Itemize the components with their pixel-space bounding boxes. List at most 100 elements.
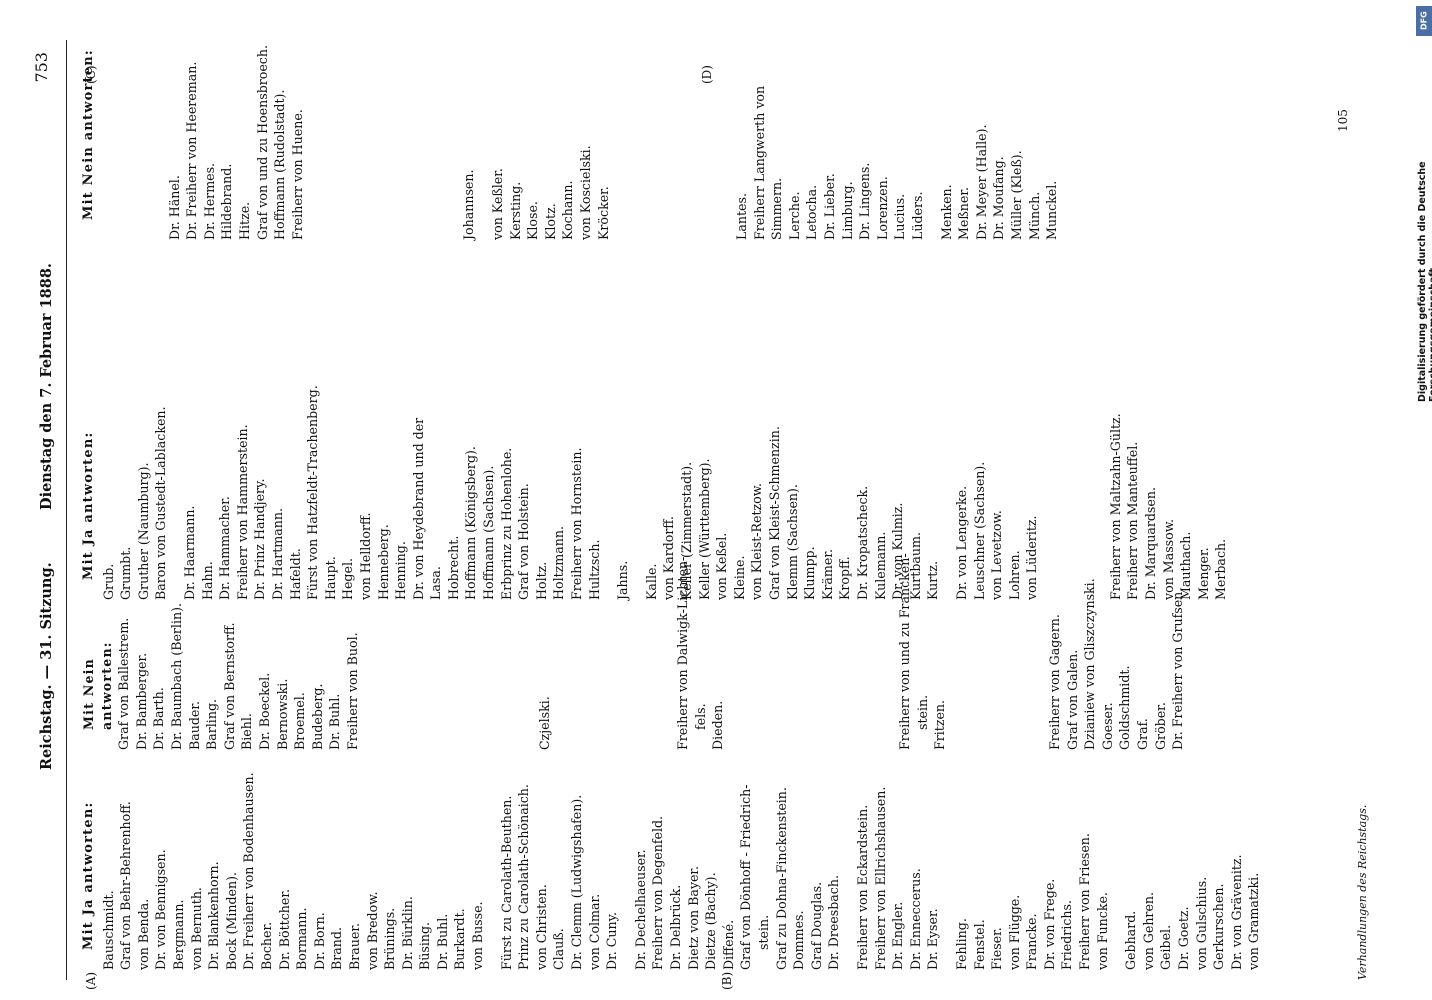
list-item: von Massow.: [1160, 518, 1176, 600]
list-item: Lantes.: [734, 193, 750, 240]
list-gap: [372, 20, 383, 240]
list-gap: [317, 20, 328, 240]
column-3-heading: Mit Nein antworten:: [81, 49, 96, 220]
list-item: Bergmann.: [170, 899, 186, 970]
list-item: Klumpp.: [802, 546, 818, 600]
list-item: von Bredow.: [364, 891, 380, 970]
list-item: Dr. Bürklin.: [399, 896, 415, 970]
list-item: Dommes.: [791, 910, 807, 970]
list-gap: [328, 20, 339, 240]
list-item: Geibel.: [1158, 924, 1174, 970]
header-center: Dienstag den 7. Februar 1888.: [38, 263, 55, 510]
list-item: von Lüderitz.: [1024, 515, 1040, 600]
list-item: Brand.: [329, 927, 345, 970]
list-item: von Levetzow.: [989, 510, 1005, 600]
list-gap: [711, 20, 722, 240]
list-item: Kersting.: [507, 181, 523, 240]
list-item: Fürst zu Carolath-Beuthen.: [498, 795, 514, 970]
list-item: Dr. Hartmann.: [269, 508, 285, 600]
list-item: Münch.: [1026, 191, 1042, 240]
list-item: von Keßel.: [714, 532, 730, 600]
list-item: Dr. Eyser.: [925, 908, 941, 970]
list-item: Kröcker.: [595, 186, 611, 240]
list-item: von Koscielski.: [577, 145, 593, 240]
list-item: von Gehren.: [1140, 891, 1156, 970]
list-gap: [689, 20, 700, 240]
list-item: Dr. Enneccerus.: [907, 868, 923, 970]
list-item: Graf Douglas.: [808, 881, 824, 970]
list-gap: [656, 20, 667, 240]
list-item: Hegel.: [340, 558, 356, 600]
list-item: von Gulschius.: [1193, 876, 1209, 970]
page-header: Reichstag. — 31. Sitzung. Dienstag den 7…: [26, 40, 67, 980]
list-item: Kleine.: [731, 555, 747, 600]
list-item: von Kardorff.: [661, 516, 677, 600]
list-item: Dr. Marquardsen.: [1143, 487, 1159, 600]
list-item: Hafeldt.: [287, 548, 303, 600]
list-item: Büsing.: [417, 921, 433, 970]
list-item: Burkardt.: [452, 908, 468, 970]
dfg-credit: Digitalisierung gefördert durch die Deut…: [1417, 161, 1432, 402]
list-item: Kurtbaum.: [907, 532, 923, 600]
list-item: Friedrichs.: [1059, 900, 1075, 970]
list-item: Freiherr von Eckardstein.: [854, 804, 870, 970]
list-gap: [632, 350, 643, 600]
list-gap: [1085, 350, 1096, 600]
list-item: von Keßler.: [489, 168, 505, 240]
footer-left: Verhandlungen des Reichstags.: [1356, 804, 1369, 980]
list-gap: [621, 720, 632, 970]
list-item: Erbprinz zu Hohenlohe.: [498, 447, 514, 600]
list-item: Kurtz.: [925, 561, 941, 600]
list-gap: [394, 20, 405, 240]
list-item: Dr. Kropatscheck.: [854, 485, 870, 600]
list-gap: [667, 20, 678, 240]
list-gap: [634, 20, 645, 240]
list-gap: [843, 720, 854, 970]
list-item: Jahns.: [615, 560, 631, 600]
list-item: Kulemann.: [872, 531, 888, 600]
list-item: Dr. Hermes.: [201, 162, 217, 240]
list-item: Dietz von Bayer.: [685, 865, 701, 970]
list-item: Lerche.: [786, 191, 802, 240]
list-item: stein.: [755, 914, 771, 950]
list-item: Hobrecht.: [445, 535, 461, 600]
list-item: Freiherr von Hornstein.: [569, 447, 585, 600]
list-gap: [942, 720, 953, 970]
list-gap: [612, 20, 623, 240]
list-item: Dr. Born.: [311, 912, 327, 970]
list-item: Dr. von Grävenitz.: [1228, 854, 1244, 970]
dfg-logo: DFG: [1416, 6, 1432, 36]
rotated-page: Reichstag. — 31. Sitzung. Dienstag den 7…: [0, 20, 1400, 1000]
list-item: Henneberg.: [375, 524, 391, 600]
list-item: Mauthach.: [1178, 531, 1194, 600]
list-item: Dr. Freiherr von Heereman.: [184, 61, 200, 240]
list-item: Freiherr von Huene.: [289, 109, 305, 240]
list-item: Hoffmann (Rudolstadt).: [272, 89, 288, 240]
list-item: Lorenzen.: [874, 176, 890, 240]
list-item: Dietze (Bachy).: [703, 872, 719, 970]
list-item: Dr. Lieber.: [822, 173, 838, 240]
list-item: Lüders.: [910, 191, 926, 240]
list-item: Graf von Kleist-Schmenzin.: [766, 426, 782, 600]
list-gap: [416, 20, 427, 240]
list-item: Bormann.: [294, 907, 310, 970]
list-item: Hoffmann (Sachsen).: [481, 465, 497, 600]
list-item: Freiherr Langwerth von: [751, 85, 767, 240]
list-item: Letocha.: [804, 184, 820, 240]
list-item: Dr. Prinz Handjery.: [252, 478, 268, 601]
list-item: Francke.: [1024, 913, 1040, 970]
list-gap: [700, 20, 711, 240]
list-item: Holtzmann.: [551, 526, 567, 600]
list-item: Dr. Hammacher.: [217, 496, 233, 600]
column-1-heading: Mit Ja antworten:: [81, 801, 96, 950]
list-item: Freiherr von Maltzahn-Gültz.: [1107, 413, 1123, 600]
list-gap: [155, 20, 166, 240]
list-item: von Gramatzki.: [1246, 872, 1262, 970]
list-gap: [478, 20, 489, 240]
list-item: Brünings.: [382, 907, 398, 970]
list-item: Dr. Blankenhorn.: [206, 861, 222, 970]
list-item: Dr. von Bennigsen.: [153, 849, 169, 970]
list-item: Dr. Freiherr von Bodenhausen.: [241, 772, 257, 970]
list-gap: [361, 20, 372, 240]
